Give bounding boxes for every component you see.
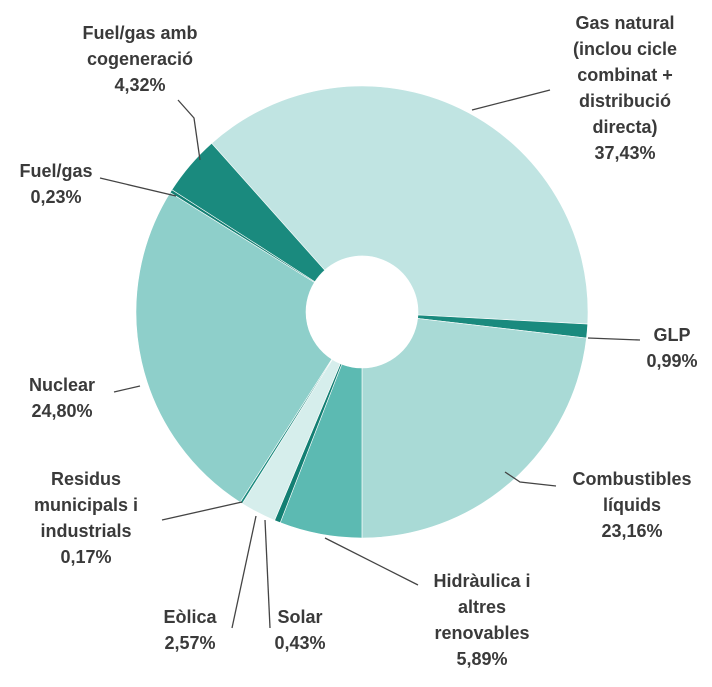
donut-hole [306,256,418,368]
pie-slice [135,192,333,503]
category-label: GLP [653,325,691,345]
leader-line [504,471,557,487]
value-label: 0,23% [30,187,82,207]
leader-line [231,515,257,629]
leader-line [161,501,243,521]
category-label: Solar [277,607,323,627]
category-label: Fuel/gas [19,161,93,181]
category-label: Fuel/gas amb cogeneració [82,23,198,69]
slice-label: Hidràulica i altres renovables 5,89% [420,568,545,672]
leader-line [587,337,641,341]
slice-label: Fuel/gas amb cogeneració 4,32% [58,20,223,98]
leader-line [471,89,551,111]
leader-line [177,99,201,161]
pie-slice [171,142,326,283]
value-label: 0,99% [646,351,698,371]
slice-label: Gas natural (inclou cicle combinat + dis… [550,10,700,166]
slice-label: Residus municipals i industrials 0,17% [9,466,164,570]
slice-label: Fuel/gas 0,23% [6,158,106,210]
value-label: 4,32% [114,75,166,95]
value-label: 24,80% [31,401,93,421]
slice-label: Nuclear 24,80% [7,372,117,424]
slice-label: Eòlica 2,57% [150,604,230,656]
slice-label: Combustibles líquids 23,16% [557,466,707,544]
value-label: 0,43% [274,633,326,653]
category-label: Nuclear [28,375,96,395]
leader-line [99,177,177,197]
leader-line [113,385,141,393]
category-label: Combustibles líquids [572,469,692,515]
pie-slice [361,318,587,539]
value-label: 23,16% [601,521,663,541]
value-label: 0,17% [60,547,112,567]
leader-line [324,537,419,586]
value-label: 37,43% [594,143,656,163]
slice-label: GLP 0,99% [627,322,712,374]
value-label: 2,57% [164,633,216,653]
leader-line [264,519,271,629]
category-label: Residus municipals i industrials [33,469,139,541]
category-label: Gas natural (inclou cicle combinat + dis… [572,13,678,137]
category-label: Hidràulica i altres renovables [433,571,531,643]
pie-slice [211,85,589,325]
value-label: 5,89% [456,649,508,669]
slice-label: Solar 0,43% [260,604,340,656]
category-label: Eòlica [163,607,217,627]
